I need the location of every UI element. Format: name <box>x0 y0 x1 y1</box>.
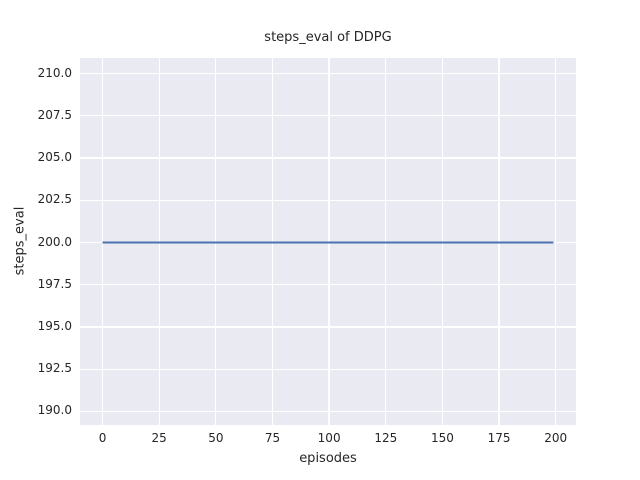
x-tick-label: 175 <box>487 431 511 445</box>
x-axis-label: episodes <box>299 451 357 466</box>
x-gridline <box>498 58 500 425</box>
x-gridline <box>385 58 387 425</box>
x-tick-label: 125 <box>374 431 398 445</box>
plot-canvas <box>102 241 554 244</box>
x-gridline <box>215 58 217 425</box>
y-tick-label: 210.0 <box>37 65 72 80</box>
x-tick-label: 75 <box>264 431 281 445</box>
y-gridline <box>80 72 576 75</box>
x-tick-label: 25 <box>151 431 167 445</box>
y-gridline <box>80 326 576 328</box>
y-tick-label: 195.0 <box>37 318 72 333</box>
y-gridline <box>80 199 576 201</box>
x-gridline <box>101 58 104 425</box>
y-tick-label: 192.5 <box>37 361 72 376</box>
y-gridline <box>80 284 576 286</box>
x-tick-label: 200 <box>544 431 568 445</box>
x-gridline <box>328 58 330 425</box>
x-gridline <box>158 58 160 425</box>
y-tick-label: 190.0 <box>37 403 72 418</box>
x-gridline <box>555 58 557 425</box>
x-tick-label: 50 <box>208 431 224 445</box>
x-tick-label: 150 <box>430 431 454 445</box>
x-tick-label: 0 <box>98 431 107 445</box>
y-gridline <box>80 410 576 413</box>
x-gridline <box>441 58 444 425</box>
y-tick-label: 197.5 <box>37 276 72 291</box>
y-gridline <box>80 157 576 159</box>
x-tick-label: 100 <box>317 431 341 445</box>
y-tick-label: 205.0 <box>37 150 72 165</box>
x-gridline <box>271 58 274 425</box>
y-gridline <box>80 115 576 117</box>
y-tick-label: 207.5 <box>37 107 72 122</box>
y-tick-label: 202.5 <box>37 192 72 207</box>
y-tick-label: 200.0 <box>37 234 72 249</box>
y-gridline <box>80 368 576 370</box>
plot-area <box>80 58 576 425</box>
chart-title: steps_eval of DDPG <box>264 30 392 45</box>
